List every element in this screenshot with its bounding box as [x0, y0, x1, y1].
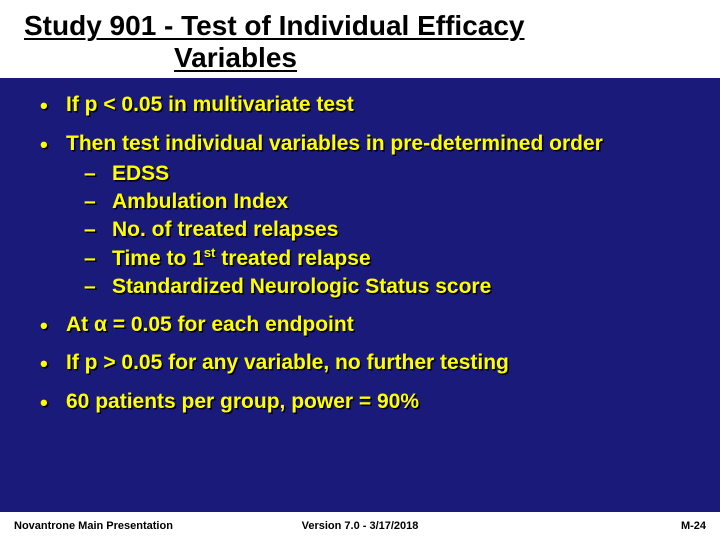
bullet-item: Then test individual variables in pre-de… [36, 131, 690, 301]
sub-bullet-item: No. of treated relapses [84, 217, 690, 243]
sub-bullet-item: EDSS [84, 161, 690, 187]
bullet-item: 60 patients per group, power = 90% [36, 389, 690, 415]
sub-bullet-text-post: treated relapse [215, 247, 370, 270]
title-line-2: Variables [24, 42, 696, 74]
sub-bullet-item: Standardized Neurologic Status score [84, 274, 690, 300]
slide-body: If p < 0.05 in multivariate test Then te… [0, 78, 720, 415]
bullet-text: Then test individual variables in pre-de… [66, 132, 603, 155]
bullet-text: At α = 0.05 for each endpoint [66, 313, 354, 336]
slide-header: Study 901 - Test of Individual Efficacy … [0, 0, 720, 74]
bullet-item: If p > 0.05 for any variable, no further… [36, 350, 690, 376]
slide-title: Study 901 - Test of Individual Efficacy … [24, 10, 696, 74]
sub-bullet-text-pre: Time to 1 [112, 247, 204, 270]
slide-footer: Novantrone Main Presentation Version 7.0… [0, 512, 720, 540]
sub-bullet-list: EDSS Ambulation Index No. of treated rel… [84, 161, 690, 300]
bullet-text: If p < 0.05 in multivariate test [66, 93, 354, 116]
bullet-item: If p < 0.05 in multivariate test [36, 92, 690, 118]
title-line-1: Study 901 - Test of Individual Efficacy [24, 10, 525, 41]
bullet-text: 60 patients per group, power = 90% [66, 390, 419, 413]
bullet-text: If p > 0.05 for any variable, no further… [66, 351, 509, 374]
footer-center: Version 7.0 - 3/17/2018 [302, 520, 419, 532]
sub-bullet-text: No. of treated relapses [112, 218, 338, 241]
sub-bullet-item: Time to 1st treated relapse [84, 246, 690, 272]
ordinal-superscript: st [204, 245, 216, 260]
sub-bullet-item: Ambulation Index [84, 189, 690, 215]
bullet-item: At α = 0.05 for each endpoint [36, 312, 690, 338]
sub-bullet-text: EDSS [112, 162, 169, 185]
footer-left: Novantrone Main Presentation [14, 520, 173, 532]
sub-bullet-text: Standardized Neurologic Status score [112, 275, 491, 298]
sub-bullet-text: Ambulation Index [112, 190, 288, 213]
bullet-list: If p < 0.05 in multivariate test Then te… [36, 92, 690, 415]
footer-right: M-24 [681, 520, 706, 532]
